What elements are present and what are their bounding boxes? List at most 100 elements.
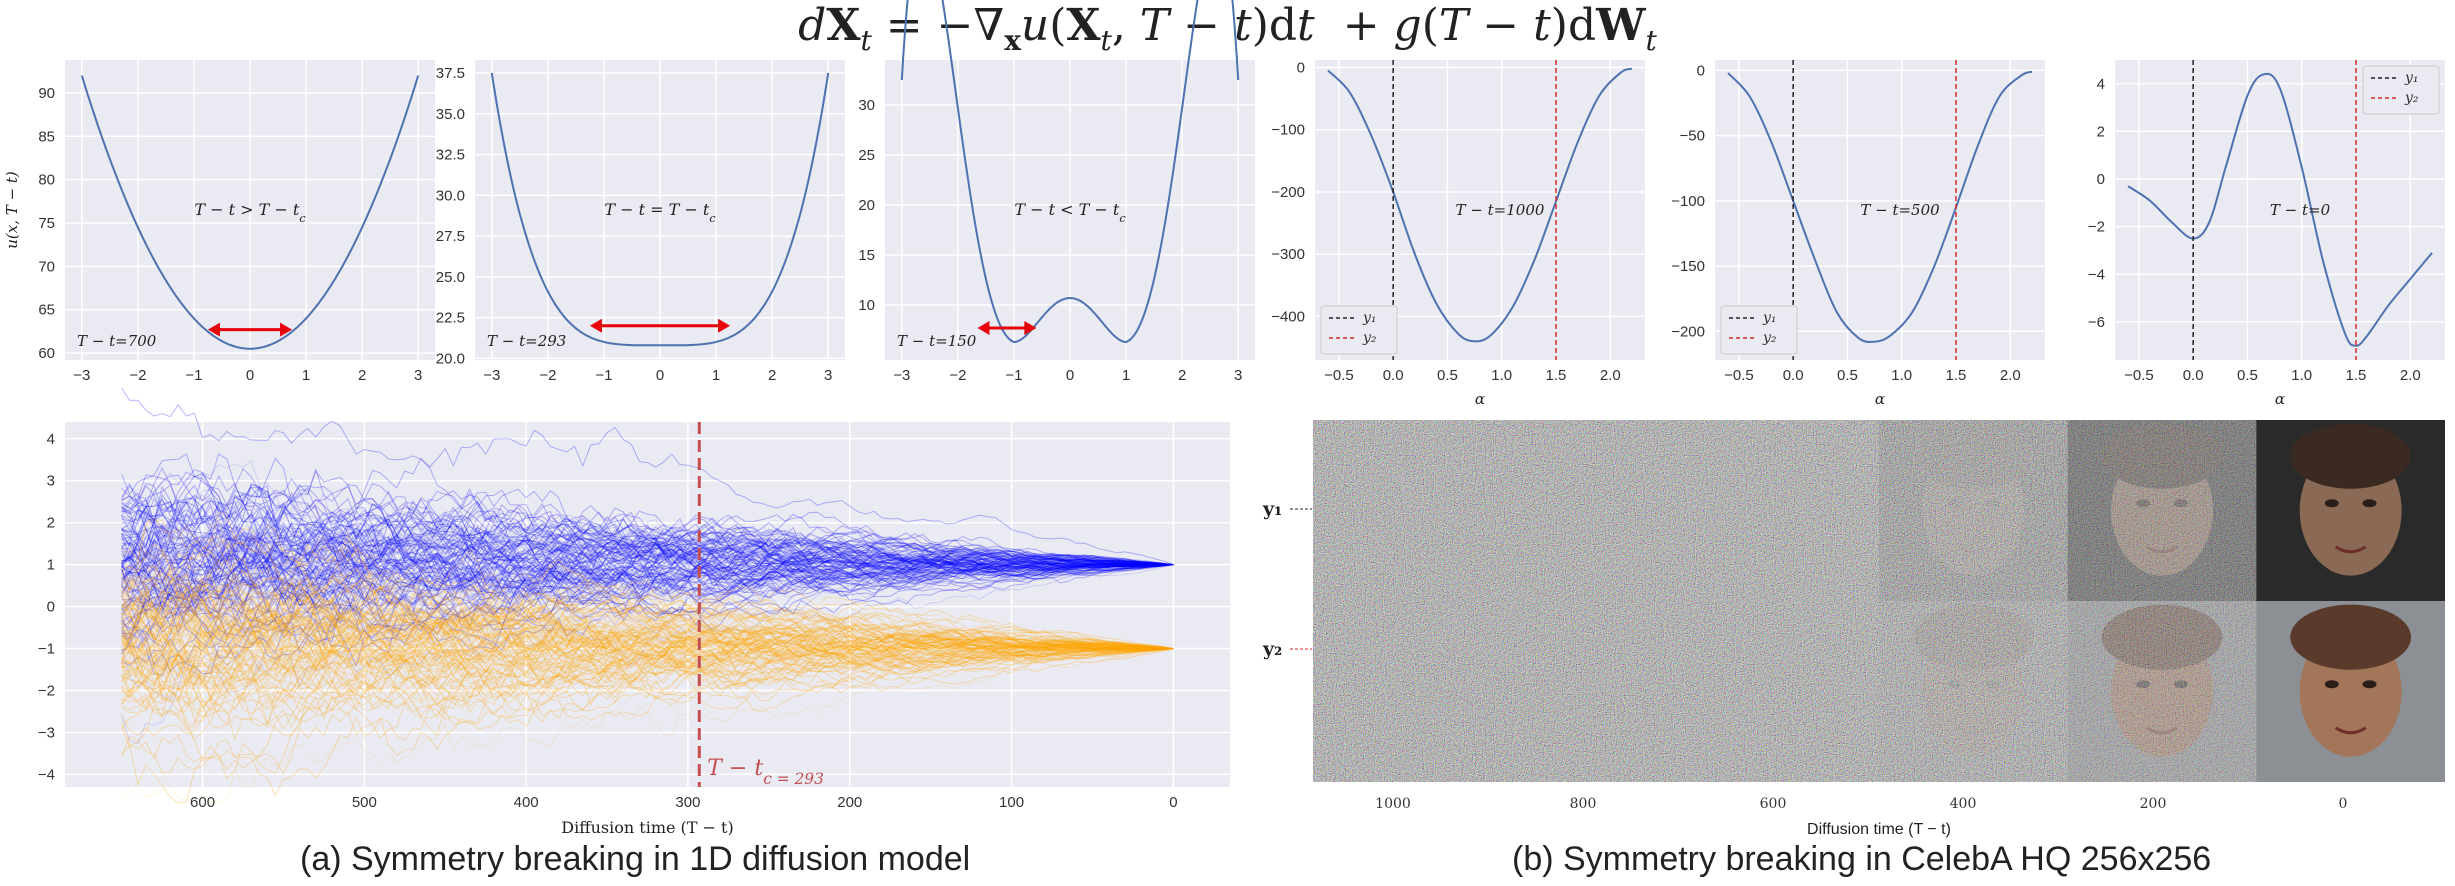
- trajectory: [121, 596, 1174, 655]
- trajectory: [121, 516, 1174, 593]
- trajectory: [121, 545, 1174, 638]
- trajectory: [121, 579, 1174, 653]
- arrow-head-right: [718, 318, 731, 333]
- trajectory: [121, 545, 1174, 604]
- arrow-head-left: [589, 318, 602, 333]
- x-tick-label: −0.5: [1324, 367, 1354, 384]
- x-tick-label: 1: [712, 367, 720, 384]
- trajectory: [121, 521, 1174, 576]
- x-tick-label: 100: [999, 794, 1024, 811]
- x-tick-label: −2: [949, 367, 966, 384]
- y-tick-label: 70: [38, 258, 55, 275]
- trajectory: [121, 535, 1174, 650]
- x-tick-label: 800: [1570, 796, 1597, 812]
- trajectory: [121, 630, 1174, 695]
- x-tick-label: 0: [1169, 794, 1177, 811]
- y-axis-label: u(x, T − t): [3, 171, 21, 249]
- time-label: T − t=700: [77, 332, 157, 350]
- regime-label: T − t < T − tc: [1014, 200, 1126, 225]
- eye-left: [2324, 680, 2339, 689]
- trajectory: [121, 523, 1174, 594]
- trajectories-background: [65, 422, 1230, 787]
- trajectory: [121, 545, 1174, 617]
- y-tick-label: 35.0: [436, 106, 465, 123]
- trajectory: [121, 563, 1174, 667]
- trajectory: [121, 638, 1174, 728]
- x-tick-label: 1: [302, 367, 310, 384]
- trajectory: [121, 604, 1174, 679]
- trajectory: [121, 626, 1174, 698]
- trajectory: [121, 633, 1174, 726]
- trajectory: [121, 532, 1174, 597]
- y-tick-label: 65: [38, 302, 55, 319]
- trajectory: [121, 614, 1174, 679]
- y-tick-label: −4: [2088, 266, 2105, 283]
- trajectory: [121, 535, 1174, 616]
- trajectory: [121, 511, 1174, 593]
- trajectory: [121, 558, 1174, 629]
- y-tick-label: 0: [2097, 171, 2105, 188]
- celeb-0-plot: −0.5 0.0 0.5 1.0 1.5 2.0 4 2 0 −2 −4 −6 T − t=0 α y₁ y₂: [2088, 60, 2445, 408]
- trajectory: [121, 532, 1174, 592]
- time-label: T − t=150: [897, 332, 977, 350]
- face-tile-y2: [2256, 601, 2445, 782]
- trajectory: [121, 535, 1174, 616]
- trajectory: [121, 648, 1174, 707]
- trajectory: [121, 583, 1174, 650]
- tile-noise: [1879, 420, 2068, 601]
- trajectory: [121, 474, 1174, 566]
- trajectory: [121, 648, 1174, 797]
- x-tick-label: 1.5: [1546, 367, 1567, 384]
- trajectory: [121, 466, 1174, 566]
- trajectory: [121, 501, 1174, 572]
- trajectory: [121, 484, 1174, 566]
- x-tick-label: 200: [2140, 796, 2167, 812]
- celeb-1000-plot: −0.5 0.0 0.5 1.0 1.5 2.0 0 −100 −200 −300 −400 T − …: [1271, 59, 1645, 408]
- trajectory: [121, 628, 1174, 693]
- trajectory: [121, 522, 1174, 595]
- trajectory: [121, 552, 1174, 650]
- x-tick-label: −1: [185, 367, 202, 384]
- trajectory: [121, 567, 1174, 650]
- trajectory: [121, 564, 1174, 648]
- trajectory: [121, 590, 1174, 652]
- hair-shape: [2290, 604, 2412, 670]
- legend-entry: y₂: [1762, 330, 1777, 346]
- face-tile-y1: [1879, 420, 2068, 601]
- x-tick-label: 2.0: [1600, 367, 1621, 384]
- trajectory: [121, 623, 1174, 704]
- trajectory: [121, 495, 1174, 587]
- trajectory: [121, 626, 1174, 680]
- trajectory: [121, 581, 1174, 670]
- legend-entry: y₂: [2404, 90, 2419, 106]
- trajectory: [121, 593, 1174, 684]
- trajectory: [121, 547, 1174, 635]
- y-tick-label: 4: [47, 431, 55, 448]
- sde-equation: dXt = −∇xu(Xt, T − t)dt + g(T − t)dWt: [798, 0, 1657, 57]
- time-label: T − t=1000: [1456, 201, 1545, 219]
- x-tick-label: 600: [1760, 796, 1787, 812]
- trajectory: [121, 555, 1174, 650]
- trajectory: [121, 559, 1174, 629]
- trajectory: [121, 564, 1174, 676]
- y-tick-label: 20.0: [436, 350, 465, 367]
- trajectory: [121, 567, 1174, 660]
- x-tick-label: 0.0: [1383, 367, 1404, 384]
- hair-shape: [2290, 423, 2412, 489]
- trajectory: [121, 564, 1174, 668]
- trajectory: [121, 604, 1174, 675]
- y-tick-label: −400: [1271, 308, 1305, 325]
- trajectory: [121, 611, 1174, 692]
- trajectory: [121, 597, 1174, 666]
- trajectory: [121, 525, 1174, 594]
- trajectory: [121, 548, 1174, 650]
- trajectory: [121, 631, 1174, 697]
- x-tick-label: 0: [1066, 367, 1074, 384]
- trajectory: [121, 600, 1174, 679]
- trajectory: [121, 537, 1174, 596]
- x-tick-label: 2.0: [2400, 367, 2421, 384]
- x-axis-label: Diffusion time (T − t): [561, 818, 733, 837]
- trajectory: [121, 583, 1174, 670]
- trajectory: [121, 634, 1174, 695]
- trajectory: [121, 615, 1174, 685]
